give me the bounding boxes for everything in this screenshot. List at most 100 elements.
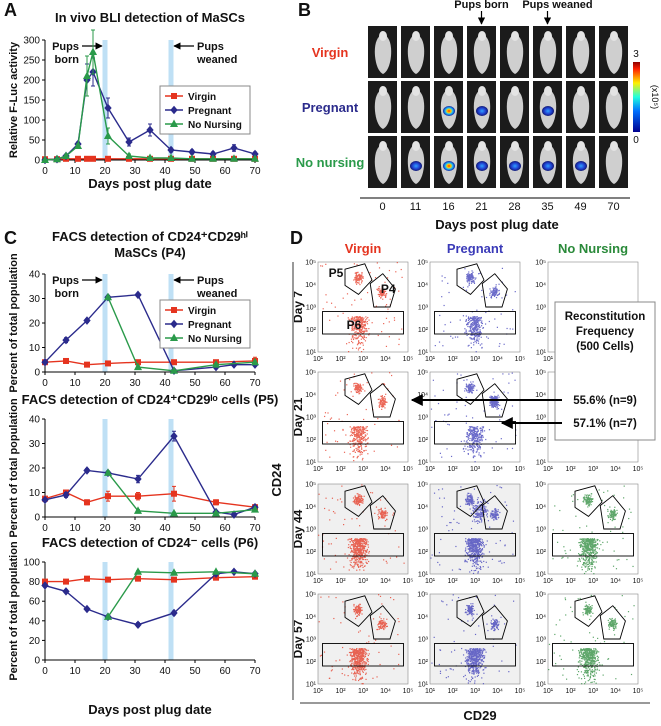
- event: [469, 437, 471, 440]
- event: [562, 556, 564, 559]
- event: [384, 511, 387, 514]
- event: [357, 337, 359, 339]
- event: [361, 432, 363, 434]
- event: [351, 518, 353, 520]
- event: [383, 402, 385, 405]
- event: [472, 505, 474, 507]
- event: [444, 414, 446, 416]
- event: [379, 294, 381, 296]
- event: [355, 320, 357, 322]
- event: [360, 331, 363, 334]
- event: [583, 501, 585, 503]
- event: [612, 518, 614, 521]
- event: [359, 549, 361, 551]
- event: [481, 343, 483, 345]
- event: [356, 383, 358, 385]
- event: [467, 492, 469, 494]
- event: [468, 543, 470, 545]
- event: [471, 317, 473, 319]
- event: [355, 443, 357, 446]
- event: [584, 553, 586, 555]
- signal: [443, 161, 455, 171]
- event: [580, 543, 582, 546]
- event: [586, 539, 588, 542]
- event: [475, 340, 478, 342]
- marker: [133, 567, 143, 575]
- event: [358, 317, 360, 319]
- event: [354, 657, 356, 659]
- event: [360, 319, 363, 321]
- event: [475, 441, 477, 443]
- event: [479, 430, 482, 432]
- x-tick-label: 10⁵: [515, 466, 526, 473]
- event: [479, 560, 481, 562]
- event: [350, 548, 353, 550]
- event: [475, 549, 477, 551]
- event: [351, 543, 353, 546]
- event: [469, 549, 471, 551]
- annotation: Pups: [197, 41, 224, 53]
- event: [591, 493, 593, 495]
- event: [382, 513, 384, 515]
- event: [496, 404, 498, 407]
- event: [479, 441, 481, 443]
- event: [362, 498, 364, 501]
- event: [360, 324, 362, 326]
- event: [350, 539, 353, 541]
- x-tick-label: 10⁵: [515, 356, 526, 363]
- highlight-band: [102, 274, 108, 372]
- event: [609, 514, 612, 517]
- event: [613, 514, 615, 517]
- event: [359, 274, 361, 276]
- event: [587, 563, 589, 566]
- event: [473, 564, 475, 567]
- event: [471, 274, 473, 276]
- event: [477, 541, 479, 543]
- event: [496, 326, 498, 328]
- event: [474, 509, 476, 511]
- marker: [82, 71, 92, 79]
- event: [486, 540, 488, 542]
- event: [470, 317, 472, 320]
- event: [353, 549, 355, 551]
- event: [360, 438, 362, 440]
- event: [361, 430, 363, 432]
- event: [584, 563, 587, 565]
- x-tick-label: 10³: [470, 466, 481, 473]
- event: [588, 549, 590, 552]
- event: [468, 282, 471, 284]
- marker: [103, 292, 113, 301]
- event: [356, 545, 358, 547]
- event: [328, 509, 330, 511]
- event: [615, 513, 617, 515]
- event: [359, 318, 362, 321]
- event: [473, 344, 475, 346]
- column-header: Virgin: [345, 241, 382, 256]
- event: [474, 446, 476, 448]
- event: [381, 395, 383, 397]
- event: [579, 560, 581, 562]
- event: [475, 544, 477, 547]
- column-label: 35: [541, 201, 553, 213]
- event: [385, 510, 387, 512]
- event: [474, 544, 476, 547]
- event: [353, 545, 356, 547]
- event: [586, 549, 589, 551]
- event: [354, 386, 357, 388]
- event: [360, 557, 362, 559]
- event: [479, 565, 481, 568]
- event: [354, 428, 356, 430]
- event: [586, 538, 588, 541]
- event: [357, 565, 359, 567]
- event: [364, 654, 367, 656]
- event: [362, 428, 364, 430]
- event: [486, 513, 488, 515]
- event: [472, 548, 474, 550]
- row-label: Day 7: [291, 291, 305, 323]
- event: [496, 397, 498, 399]
- event: [357, 499, 359, 501]
- event: [475, 334, 478, 336]
- y-tick-label: 250: [23, 56, 40, 67]
- x-tick-label: 50: [189, 378, 201, 389]
- x-tick-label: 10³: [470, 578, 481, 585]
